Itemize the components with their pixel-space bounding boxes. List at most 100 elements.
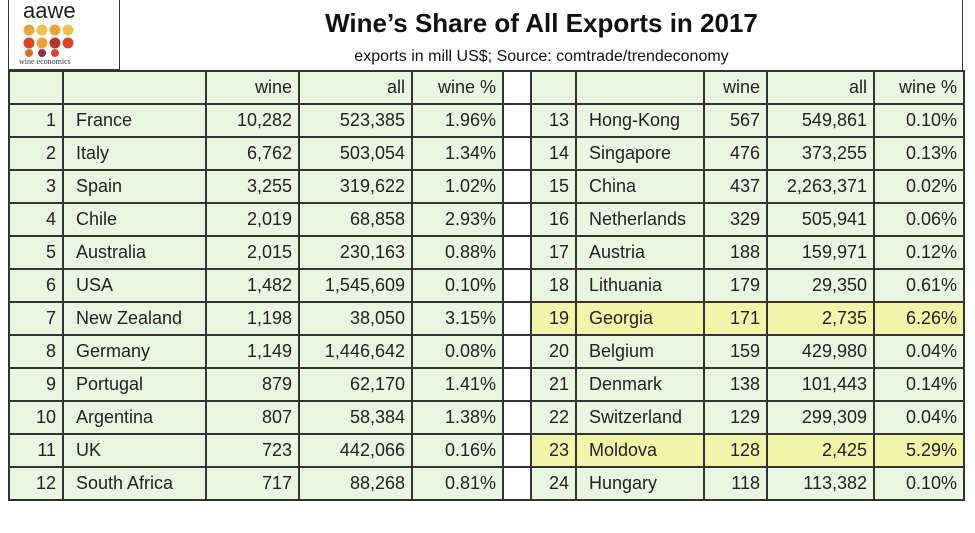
header-frame — [8, 0, 963, 70]
all-exports: 319,622 — [298, 169, 413, 204]
all-exports: 523,385 — [298, 103, 413, 138]
rank: 6 — [8, 268, 64, 303]
spacer — [502, 466, 532, 501]
spacer — [502, 202, 532, 237]
all-exports: 29,350 — [766, 268, 875, 303]
wine-share: 0.04% — [873, 400, 965, 435]
country: Belgium — [575, 334, 705, 369]
rank: 12 — [8, 466, 64, 501]
country: Italy — [62, 136, 207, 171]
spacer — [502, 136, 532, 171]
country: Hong-Kong — [575, 103, 705, 138]
wine-share: 1.96% — [411, 103, 504, 138]
wine-share: 5.29% — [873, 433, 965, 468]
wine-exports: 476 — [703, 136, 768, 171]
wine-share: 1.41% — [411, 367, 504, 402]
wine-exports: 879 — [205, 367, 300, 402]
wine-share: 0.10% — [411, 268, 504, 303]
all-exports: 1,545,609 — [298, 268, 413, 303]
all-exports: 113,382 — [766, 466, 875, 501]
row: 11 UK 723 442,066 0.16% 23 Moldova 128 2,425 5.29… — [8, 433, 965, 468]
country: Singapore — [575, 136, 705, 171]
country: France — [62, 103, 207, 138]
wine-share: 1.02% — [411, 169, 504, 204]
country: Germany — [62, 334, 207, 369]
country: Denmark — [575, 367, 705, 402]
all-exports: 505,941 — [766, 202, 875, 237]
all-exports: 159,971 — [766, 235, 875, 270]
spacer — [502, 433, 532, 468]
wine-share: 0.14% — [873, 367, 965, 402]
rank: 23 — [530, 433, 577, 468]
all-exports: 429,980 — [766, 334, 875, 369]
spacer — [502, 103, 532, 138]
rank: 5 — [8, 235, 64, 270]
rank: 4 — [8, 202, 64, 237]
spacer — [502, 334, 532, 369]
header-cell — [62, 70, 207, 105]
wine-exports: 179 — [703, 268, 768, 303]
rank: 9 — [8, 367, 64, 402]
row: 6 USA 1,482 1,545,609 0.10% 18 Lithuania 179 29,… — [8, 268, 965, 303]
all-exports: 549,861 — [766, 103, 875, 138]
rank: 1 — [8, 103, 64, 138]
row: 12 South Africa 717 88,268 0.81% 24 Hungary 118… — [8, 466, 965, 501]
header-cell — [8, 70, 64, 105]
rank: 24 — [530, 466, 577, 501]
wine-exports: 171 — [703, 301, 768, 336]
wine-share: 0.88% — [411, 235, 504, 270]
all-exports: 101,443 — [766, 367, 875, 402]
country: Netherlands — [575, 202, 705, 237]
column-header: wine — [703, 70, 768, 105]
row: 3 Spain 3,255 319,622 1.02% 15 China 437 2,263,3… — [8, 169, 965, 204]
country: Argentina — [62, 400, 207, 435]
wine-exports: 2,015 — [205, 235, 300, 270]
country: Switzerland — [575, 400, 705, 435]
rank: 8 — [8, 334, 64, 369]
rank: 16 — [530, 202, 577, 237]
column-header: wine — [205, 70, 300, 105]
wine-share: 0.10% — [873, 103, 965, 138]
column-header: wine % — [411, 70, 504, 105]
spacer — [502, 235, 532, 270]
wine-exports: 723 — [205, 433, 300, 468]
all-exports: 299,309 — [766, 400, 875, 435]
rank: 10 — [8, 400, 64, 435]
all-exports: 2,735 — [766, 301, 875, 336]
spacer — [502, 169, 532, 204]
spacer — [502, 70, 532, 105]
wine-exports: 567 — [703, 103, 768, 138]
wine-exports: 2,019 — [205, 202, 300, 237]
rank: 15 — [530, 169, 577, 204]
country: China — [575, 169, 705, 204]
subtitle: exports in mill US$; Source: comtrade/tr… — [354, 48, 729, 65]
country: South Africa — [62, 466, 207, 501]
spacer — [502, 367, 532, 402]
wine-exports: 1,482 — [205, 268, 300, 303]
all-exports: 38,050 — [298, 301, 413, 336]
all-exports: 442,066 — [298, 433, 413, 468]
all-exports: 230,163 — [298, 235, 413, 270]
wine-share: 6.26% — [873, 301, 965, 336]
wine-share: 0.81% — [411, 466, 504, 501]
all-exports: 58,384 — [298, 400, 413, 435]
title: Wine’s Share of All Exports in 2017 — [325, 8, 758, 38]
country: Spain — [62, 169, 207, 204]
rank: 7 — [8, 301, 64, 336]
all-exports: 88,268 — [298, 466, 413, 501]
logo-subtext: wine economics — [19, 57, 71, 66]
country: Portugal — [62, 367, 207, 402]
wine-exports: 437 — [703, 169, 768, 204]
wine-share: 1.38% — [411, 400, 504, 435]
all-exports: 2,425 — [766, 433, 875, 468]
wine-exports: 138 — [703, 367, 768, 402]
wine-share: 0.12% — [873, 235, 965, 270]
exports-table: wine all wine % wine all wine % 1 France 10,282 5… — [8, 70, 965, 501]
country: Georgia — [575, 301, 705, 336]
header-cell — [575, 70, 705, 105]
logo-dots — [23, 24, 74, 57]
country: New Zealand — [62, 301, 207, 336]
wine-share: 0.04% — [873, 334, 965, 369]
wine-exports: 129 — [703, 400, 768, 435]
rank: 19 — [530, 301, 577, 336]
